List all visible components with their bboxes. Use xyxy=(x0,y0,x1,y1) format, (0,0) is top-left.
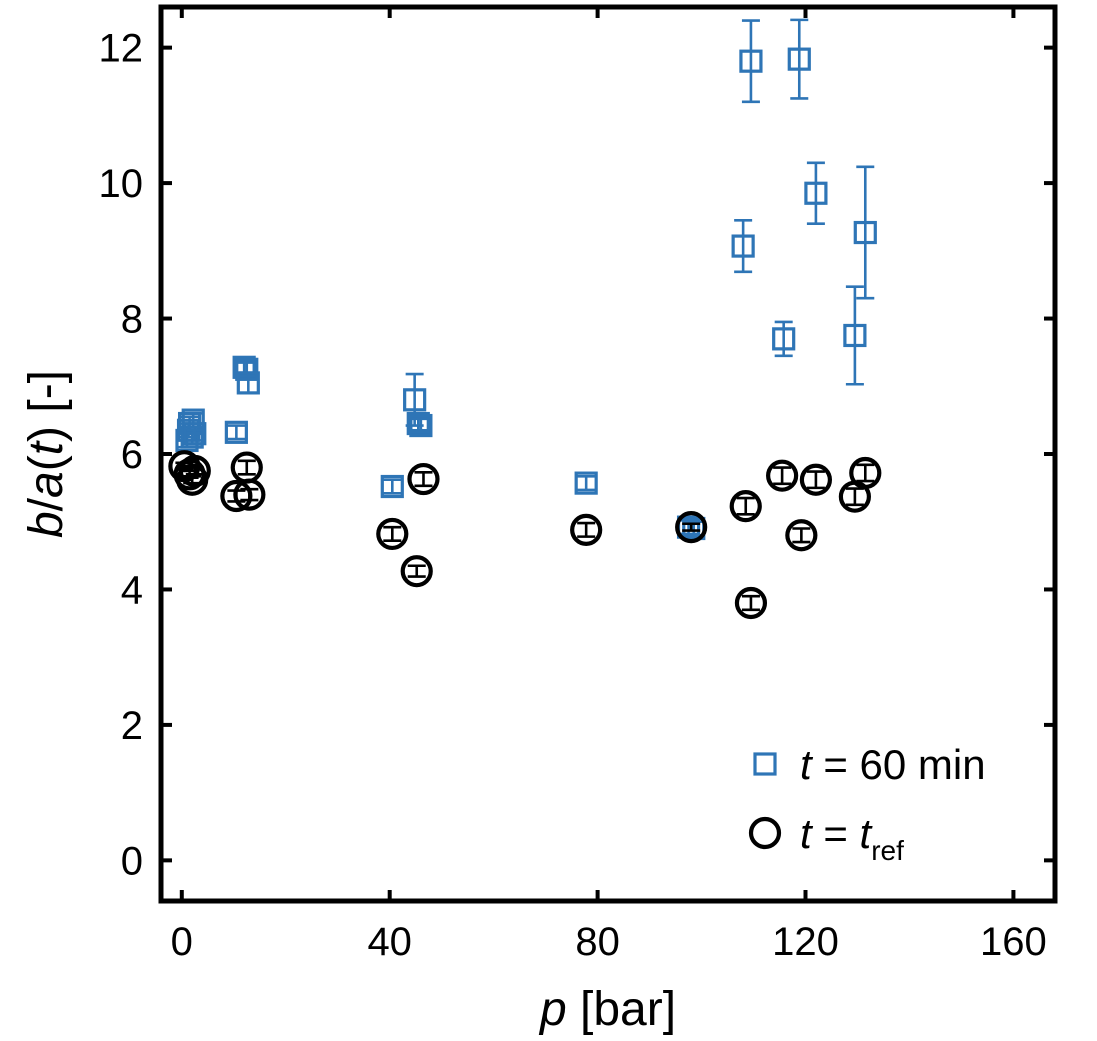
legend-label-rest: = xyxy=(812,810,860,857)
legend-marker xyxy=(748,816,782,850)
data-point xyxy=(380,474,404,499)
data-point xyxy=(183,422,207,446)
data-point xyxy=(804,181,828,205)
legend-label-sub-var: t xyxy=(860,810,874,857)
data-point xyxy=(236,371,260,395)
legend-label: t = tref xyxy=(800,810,904,866)
y-axis-title-part: b xyxy=(20,511,73,538)
data-point xyxy=(574,471,598,495)
x-tick-label: 160 xyxy=(980,920,1047,964)
x-tick-label: 40 xyxy=(367,920,412,964)
y-tick-label: 2 xyxy=(121,704,143,748)
series-tref xyxy=(168,450,882,620)
y-tick-label: 8 xyxy=(121,298,143,342)
data-layer xyxy=(168,18,882,620)
y-axis-title-part: t xyxy=(20,440,73,455)
y-tick-label: 0 xyxy=(121,839,143,883)
x-tick-label: 0 xyxy=(171,920,193,964)
legend-label-rest: = 60 min xyxy=(812,741,986,788)
y-axis-title: b/a(t) [-] xyxy=(20,370,73,538)
data-point xyxy=(766,459,799,492)
y-axis-title-part: ( xyxy=(20,455,73,471)
y-tick-label: 12 xyxy=(99,27,144,71)
data-point xyxy=(376,517,409,551)
data-point xyxy=(181,408,205,432)
legend-label-var: t xyxy=(800,810,814,857)
data-point xyxy=(409,413,433,438)
y-axis-title-part: ) [-] xyxy=(20,370,73,442)
data-point xyxy=(785,519,818,552)
series-60min xyxy=(175,18,877,541)
data-point xyxy=(675,511,708,544)
y-axis-title-part: / xyxy=(20,497,73,511)
data-point xyxy=(772,327,796,351)
data-point xyxy=(787,47,811,71)
data-point xyxy=(853,220,877,245)
data-point xyxy=(224,420,248,444)
legend-marker xyxy=(753,752,777,776)
data-point xyxy=(799,463,833,496)
y-tick-label: 10 xyxy=(99,162,144,206)
data-point xyxy=(849,456,882,490)
data-point xyxy=(400,555,433,588)
data-point xyxy=(233,478,266,511)
x-axis-title-var: p xyxy=(538,983,567,1036)
x-axis-title: p [bar] xyxy=(538,983,676,1036)
x-tick-label: 80 xyxy=(575,920,620,964)
data-point xyxy=(731,234,755,258)
y-tick-label: 4 xyxy=(121,568,143,612)
data-point xyxy=(729,490,762,523)
x-axis-title-unit: [bar] xyxy=(567,983,676,1036)
data-point xyxy=(734,586,768,620)
data-point xyxy=(739,49,763,73)
data-point xyxy=(178,454,211,488)
data-point xyxy=(407,462,440,496)
legend-label-var: t xyxy=(800,741,814,788)
data-point xyxy=(235,357,259,381)
data-point xyxy=(843,323,867,348)
y-tick-label: 6 xyxy=(121,433,143,477)
legend-label: t = 60 min xyxy=(800,741,986,788)
y-axis-title-part: a xyxy=(20,471,73,498)
axes-layer xyxy=(158,4,1058,904)
data-point xyxy=(570,513,603,546)
legend-label-subscript: ref xyxy=(871,835,904,866)
data-point xyxy=(403,388,427,412)
x-tick-label: 120 xyxy=(772,920,839,964)
